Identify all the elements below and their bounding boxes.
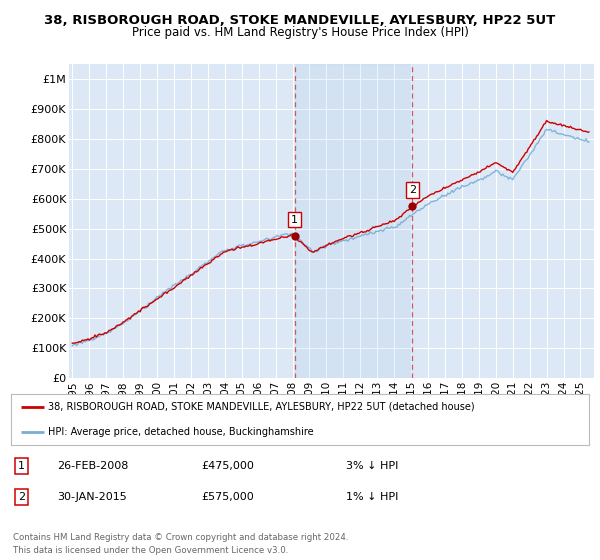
Bar	[295, 64, 412, 378]
Text: 1: 1	[18, 461, 25, 471]
Text: 38, RISBOROUGH ROAD, STOKE MANDEVILLE, AYLESBURY, HP22 5UT: 38, RISBOROUGH ROAD, STOKE MANDEVILLE, A…	[44, 14, 556, 27]
Text: 26-FEB-2008: 26-FEB-2008	[57, 461, 128, 471]
Text: £475,000: £475,000	[202, 461, 254, 471]
Text: 2: 2	[409, 185, 416, 195]
Text: 1: 1	[291, 214, 298, 225]
Text: 38, RISBOROUGH ROAD, STOKE MANDEVILLE, AYLESBURY, HP22 5UT (detached house): 38, RISBOROUGH ROAD, STOKE MANDEVILLE, A…	[49, 402, 475, 412]
Text: Price paid vs. HM Land Registry's House Price Index (HPI): Price paid vs. HM Land Registry's House …	[131, 26, 469, 39]
Text: £575,000: £575,000	[202, 492, 254, 502]
Text: Contains HM Land Registry data © Crown copyright and database right 2024.
This d: Contains HM Land Registry data © Crown c…	[13, 533, 349, 554]
Text: 30-JAN-2015: 30-JAN-2015	[57, 492, 127, 502]
Text: 2: 2	[18, 492, 25, 502]
Text: 3% ↓ HPI: 3% ↓ HPI	[346, 461, 398, 471]
Text: 1% ↓ HPI: 1% ↓ HPI	[346, 492, 398, 502]
Text: HPI: Average price, detached house, Buckinghamshire: HPI: Average price, detached house, Buck…	[49, 427, 314, 437]
